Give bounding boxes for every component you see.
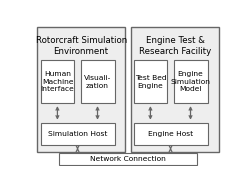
Text: Test Bed
Engine: Test Bed Engine bbox=[135, 75, 166, 89]
Text: Network Connection: Network Connection bbox=[90, 156, 166, 162]
Bar bbox=[174, 60, 208, 103]
Bar bbox=[59, 153, 197, 165]
Text: Engine Test &
Research Facility: Engine Test & Research Facility bbox=[139, 36, 211, 56]
Text: Rotorcraft Simulation
Environment: Rotorcraft Simulation Environment bbox=[36, 36, 127, 56]
Text: Human
Machine
Interface: Human Machine Interface bbox=[41, 71, 74, 92]
Bar bbox=[134, 60, 168, 103]
Text: Engine Host: Engine Host bbox=[148, 131, 193, 137]
Bar bbox=[81, 60, 114, 103]
Text: Engine
Simulation
Model: Engine Simulation Model bbox=[170, 71, 210, 92]
Bar bbox=[40, 123, 115, 145]
Bar bbox=[134, 123, 208, 145]
Bar bbox=[40, 60, 74, 103]
Bar bbox=[131, 27, 219, 152]
Text: Visuali-
zation: Visuali- zation bbox=[84, 75, 111, 89]
Bar bbox=[37, 27, 125, 152]
Text: Simulation Host: Simulation Host bbox=[48, 131, 107, 137]
